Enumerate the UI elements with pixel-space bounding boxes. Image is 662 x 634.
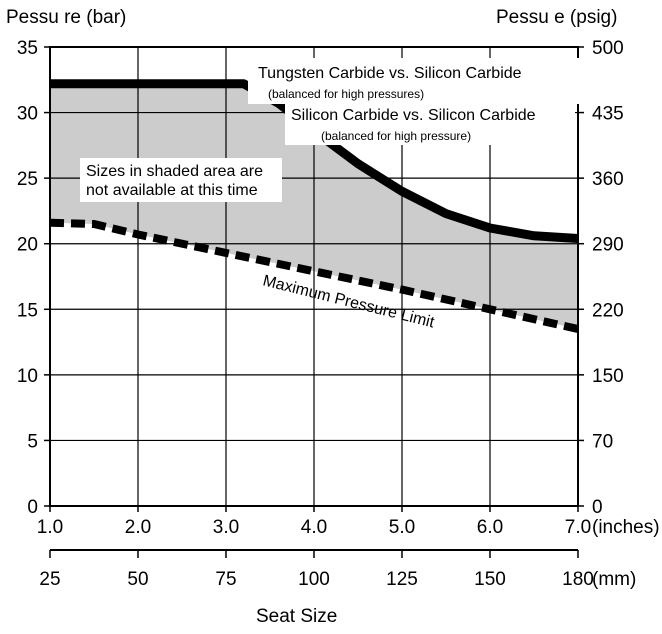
inches-unit-label: (inches) [592, 517, 660, 538]
shaded-area-label-line2: not available at this time [86, 182, 258, 199]
x-axis-title: Seat Size [256, 606, 337, 627]
tc-label-bg [248, 58, 580, 104]
x-mm-tick-label: 125 [386, 569, 418, 590]
y-psig-tick-label: 360 [592, 169, 624, 190]
maximum-pressure-limit-curve [49, 218, 579, 333]
tc-series-sublabel: (balanced for high pressures) [268, 87, 424, 101]
sc-series-label: Silicon Carbide vs. Silicon Carbide [291, 107, 536, 124]
right-axis-title: Pessu e (psig) [496, 7, 617, 28]
x-mm-tick-label: 50 [127, 569, 148, 590]
x-inches-tick-label: 2.0 [125, 517, 151, 538]
tc-series-label: Tungsten Carbide vs. Silicon Carbide [258, 65, 522, 82]
y-psig-tick-label: 70 [592, 431, 613, 452]
y-psig-tick-label: 150 [592, 366, 624, 387]
mm-unit-label: (mm) [592, 569, 636, 590]
left-axis-title: Pessu re (bar) [6, 7, 126, 28]
x-inches-tick-label: 5.0 [389, 517, 415, 538]
y-bar-tick-label: 35 [17, 38, 38, 59]
x-inches-tick-label: 1.0 [37, 517, 63, 538]
shade-label-bg [80, 158, 282, 202]
x-mm-tick-label: 75 [215, 569, 236, 590]
sc-label-bg [285, 103, 575, 145]
y-bar-tick-label: 30 [17, 104, 38, 125]
y-bar-tick-label: 10 [17, 366, 38, 387]
x-mm-tick-label: 25 [39, 569, 60, 590]
sc-series-sublabel: (balanced for high pressure) [321, 129, 471, 143]
x-inches-tick-label: 4.0 [301, 517, 327, 538]
y-bar-tick-label: 0 [27, 497, 38, 518]
y-axis-bar-ticks: 0 5 10 15 20 25 30 35 [17, 38, 50, 518]
x-axis-inches-ticks: 1.0 2.0 3.0 4.0 5.0 6.0 7.0 [37, 506, 591, 538]
y-psig-tick-label: 0 [592, 497, 603, 518]
y-axis-psig-ticks: 0 70 150 220 290 360 435 500 [578, 38, 624, 518]
x-inches-tick-label: 3.0 [213, 517, 239, 538]
x-mm-tick-label: 150 [474, 569, 506, 590]
shaded-area-label-line1: Sizes in shaded area are [86, 163, 263, 180]
x-inches-tick-label: 6.0 [477, 517, 503, 538]
y-psig-tick-label: 435 [592, 104, 624, 125]
x-inches-tick-label: 7.0 [565, 517, 591, 538]
x-axis-mm-ticks: 25 50 75 100 125 150 180 [39, 550, 594, 590]
y-psig-tick-label: 220 [592, 300, 624, 321]
y-psig-tick-label: 500 [592, 38, 624, 59]
y-bar-tick-label: 15 [17, 300, 38, 321]
y-bar-tick-label: 25 [17, 169, 38, 190]
x-mm-tick-label: 100 [298, 569, 330, 590]
x-mm-tick-label: 180 [562, 569, 594, 590]
y-bar-tick-label: 5 [27, 431, 38, 452]
y-psig-tick-label: 290 [592, 235, 624, 256]
y-bar-tick-label: 20 [17, 235, 38, 256]
